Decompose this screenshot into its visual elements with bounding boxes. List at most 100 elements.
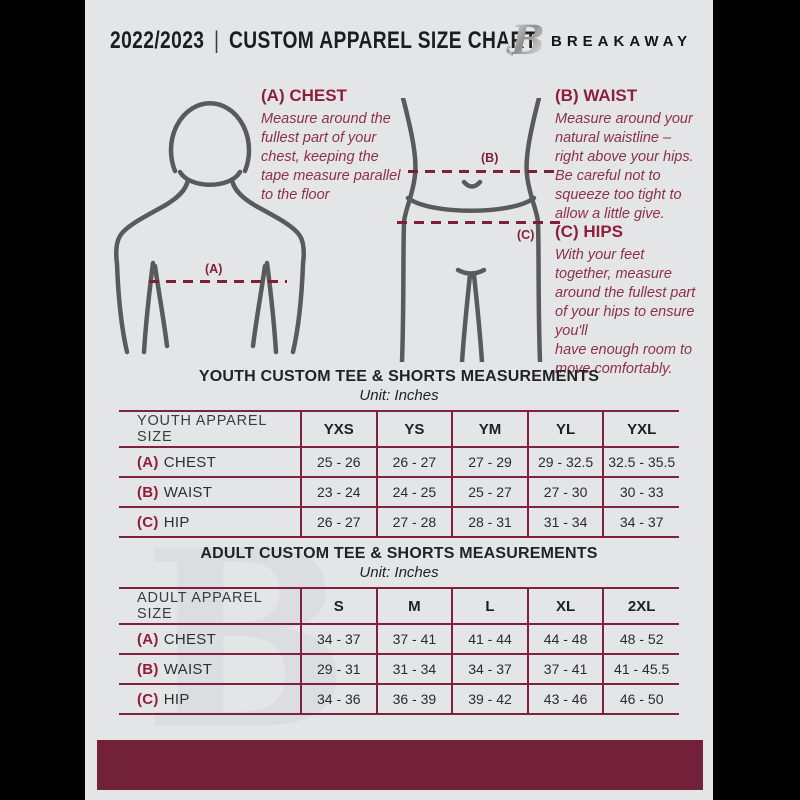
youth-section: YOUTH CUSTOM TEE & SHORTS MEASUREMENTS U… — [85, 368, 713, 538]
row-key: (C) — [137, 513, 159, 531]
measurement-cell: 27 - 28 — [375, 507, 453, 537]
chest-instructions: Measure around the fullest part of your … — [261, 111, 401, 203]
row-label: (A) CHEST — [119, 447, 301, 477]
size-col-header: S — [300, 588, 377, 624]
measurement-cell: 36 - 39 — [375, 684, 453, 714]
measurement-cell: 46 - 50 — [602, 684, 679, 714]
measurement-cell: 31 - 34 — [375, 654, 453, 684]
youth-header-row: YOUTH APPAREL SIZE YXS YS YM YL YXL — [119, 411, 679, 447]
measurement-cell: 41 - 44 — [451, 624, 528, 654]
youth-hip-row: (C) HIP 26 - 27 27 - 28 28 - 31 31 - 34 3… — [119, 507, 679, 537]
size-col-header: XL — [526, 588, 604, 624]
youth-waist-row: (B) WAIST 23 - 24 24 - 25 25 - 27 27 - 30… — [119, 477, 679, 507]
measurement-cell: 44 - 48 — [526, 624, 604, 654]
row-label-text: WAIST — [163, 660, 213, 678]
size-col-header: 2XL — [602, 588, 679, 624]
measurement-cell: 37 - 41 — [526, 654, 604, 684]
size-col-header: YXS — [300, 411, 377, 447]
measurement-cell: 34 - 37 — [300, 624, 377, 654]
lower-body-figure — [399, 98, 543, 362]
size-col-header: M — [375, 588, 453, 624]
row-key: (B) — [137, 483, 159, 501]
measurement-cell: 29 - 32.5 — [526, 447, 604, 477]
row-label-text: HIP — [163, 690, 190, 708]
youth-chest-row: (A) CHEST 25 - 26 26 - 27 27 - 29 29 - 32… — [119, 447, 679, 477]
hips-instructions: With your feet together, measure around … — [555, 247, 696, 377]
measurement-cell: 39 - 42 — [451, 684, 528, 714]
measurement-cell: 27 - 30 — [526, 477, 604, 507]
row-label: (B) WAIST — [119, 654, 301, 684]
svg-text:B: B — [510, 18, 545, 62]
measurement-cell: 26 - 27 — [300, 507, 377, 537]
chest-measure-line — [149, 280, 287, 283]
adult-hip-row: (C) HIP 34 - 36 36 - 39 39 - 42 43 - 46 4… — [119, 684, 679, 714]
row-label-text: HIP — [163, 513, 190, 531]
measurement-cell: 37 - 41 — [375, 624, 453, 654]
chest-line-label: (A) — [205, 262, 223, 276]
measurement-cell: 26 - 27 — [375, 447, 453, 477]
measurement-cell: 32.5 - 35.5 — [602, 447, 679, 477]
size-col-header: YS — [375, 411, 453, 447]
row-label: (A) CHEST — [119, 624, 301, 654]
hips-line-label: (C) — [517, 228, 535, 242]
measurement-cell: 28 - 31 — [451, 507, 528, 537]
adult-size-table: ADULT APPAREL SIZE S M L XL 2XL (A) CHEST… — [119, 587, 679, 715]
adult-waist-row: (B) WAIST 29 - 31 31 - 34 34 - 37 37 - 41… — [119, 654, 679, 684]
measurement-cell: 34 - 36 — [300, 684, 377, 714]
adult-section: ADULT CUSTOM TEE & SHORTS MEASUREMENTS U… — [85, 545, 713, 715]
brand-name: BREAKAWAY — [551, 33, 693, 50]
youth-size-col-header: YOUTH APPAREL SIZE — [137, 413, 267, 445]
header: 2022/2023 | CUSTOM APPAREL SIZE CHART B BR… — [85, 17, 713, 64]
row-label-text: CHEST — [163, 630, 217, 648]
row-key: (B) — [137, 660, 159, 678]
waist-heading: (B) WAIST — [555, 86, 638, 105]
size-col-header: L — [451, 588, 528, 624]
measurement-cell: 48 - 52 — [602, 624, 679, 654]
row-key: (C) — [137, 690, 159, 708]
measurement-cell: 24 - 25 — [375, 477, 453, 507]
footer-bar — [97, 740, 703, 790]
measurement-cell: 29 - 31 — [300, 654, 377, 684]
row-key: (A) — [137, 630, 159, 648]
measurement-cell: 34 - 37 — [451, 654, 528, 684]
row-label-text: CHEST — [163, 453, 217, 471]
row-key: (A) — [137, 453, 159, 471]
size-col-header: YL — [526, 411, 604, 447]
youth-table-title: YOUTH CUSTOM TEE & SHORTS MEASUREMENTS — [198, 368, 600, 385]
adult-chest-row: (A) CHEST 34 - 37 37 - 41 41 - 44 44 - 48… — [119, 624, 679, 654]
size-col-header: YXL — [602, 411, 679, 447]
measurement-cell: 25 - 26 — [300, 447, 377, 477]
measurement-cell: 27 - 29 — [451, 447, 528, 477]
waist-line-label: (B) — [481, 151, 499, 165]
page-title: 2022/2023 | CUSTOM APPAREL SIZE CHART — [110, 27, 537, 55]
measurement-cell: 31 - 34 — [526, 507, 604, 537]
chart-page: 2022/2023 | CUSTOM APPAREL SIZE CHART B BR… — [85, 0, 713, 800]
measurement-cell: 43 - 46 — [526, 684, 604, 714]
adult-table-unit: Unit: Inches — [359, 564, 439, 581]
row-label: (C) HIP — [119, 684, 301, 714]
measurement-cell: 30 - 33 — [602, 477, 679, 507]
row-label: (B) WAIST — [119, 477, 301, 507]
title-divider: | — [213, 27, 220, 54]
measurement-cell: 34 - 37 — [602, 507, 679, 537]
adult-header-row: ADULT APPAREL SIZE S M L XL 2XL — [119, 588, 679, 624]
adult-size-col-header: ADULT APPAREL SIZE — [137, 590, 263, 622]
waist-measure-line — [408, 170, 556, 173]
measurement-cell: 23 - 24 — [300, 477, 377, 507]
size-col-header: YM — [451, 411, 528, 447]
chest-heading: (A) CHEST — [261, 86, 347, 105]
hips-measure-line — [397, 221, 560, 224]
season-text: 2022/2023 — [110, 27, 205, 54]
measurement-cell: 41 - 45.5 — [602, 654, 679, 684]
breakaway-logo-icon: B — [501, 17, 545, 67]
row-label: (C) HIP — [119, 507, 301, 537]
waist-instructions: Measure around your natural waistline – … — [555, 111, 694, 222]
upper-body-figure — [113, 101, 307, 355]
hips-heading: (C) HIPS — [555, 222, 623, 241]
youth-size-table: YOUTH APPAREL SIZE YXS YS YM YL YXL (A) C… — [119, 410, 679, 538]
row-label-text: WAIST — [163, 483, 213, 501]
adult-table-title: ADULT CUSTOM TEE & SHORTS MEASUREMENTS — [200, 545, 598, 562]
title-text: CUSTOM APPAREL SIZE CHART — [228, 27, 537, 54]
youth-table-unit: Unit: Inches — [359, 387, 439, 404]
